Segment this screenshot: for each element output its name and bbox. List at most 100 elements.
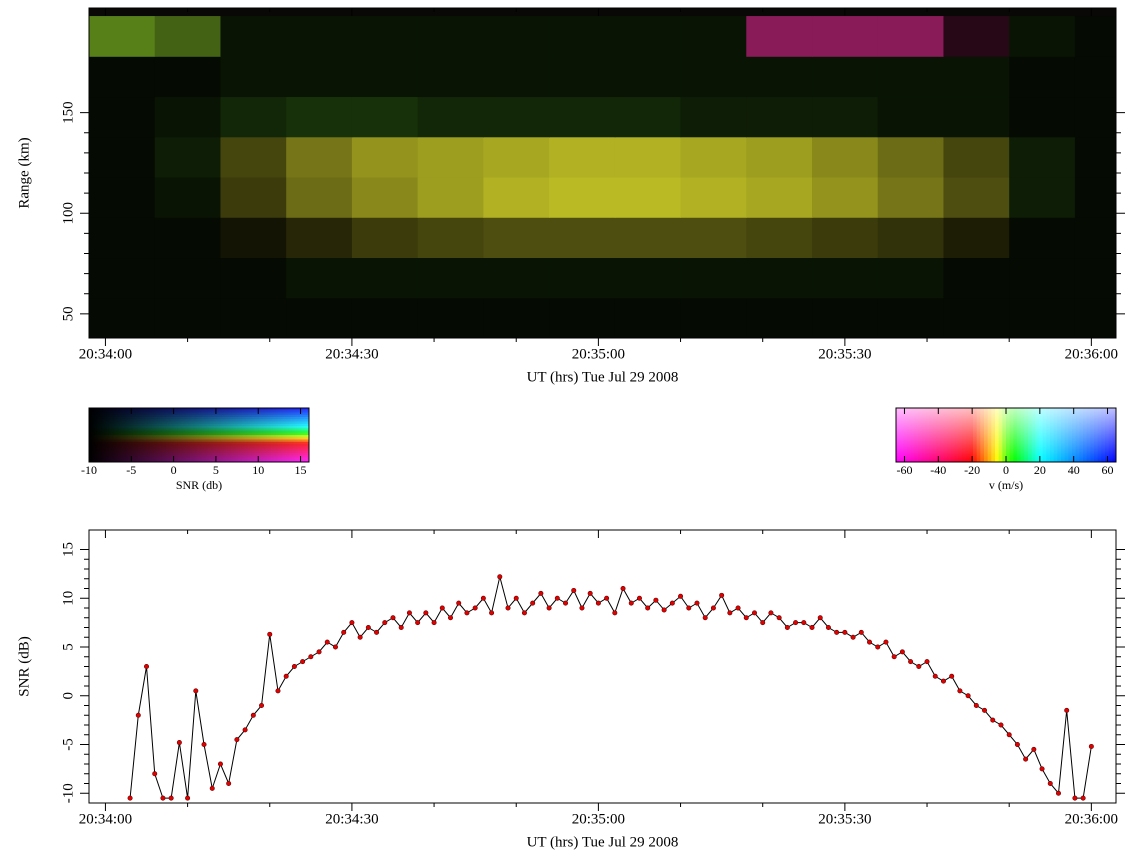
heatmap-cell [614,16,682,57]
colorbar-strip [89,459,309,463]
snr-point [817,615,823,621]
heatmap-cell [417,297,484,338]
colorbar-strip [89,426,309,429]
heatmap-cell [746,16,813,57]
heatmap-cell [1074,217,1116,259]
heatmap-cell [286,136,353,178]
snr-point [316,649,322,655]
colorbar-tick-label: -10 [81,463,97,477]
heatmap-cell [286,96,353,138]
x-tick-label: 20:34:30 [325,346,378,362]
colorbar-strip [89,453,309,456]
y-tick-label: -10 [60,783,76,803]
heatmap-cell [549,96,616,138]
heatmap-cell [680,96,747,138]
heatmap-cell [614,177,682,218]
heatmap-cell [812,217,879,259]
heatmap-cell [483,96,550,138]
snr-point [324,639,330,645]
snr-point [456,600,462,606]
snr-point [998,722,1004,728]
heatmap-cell [89,217,156,259]
snr-point [850,634,856,640]
snr-point [924,659,930,665]
snr-point [1023,756,1029,762]
snr-point [398,624,404,630]
colorbar-tick-label: 15 [295,463,307,477]
snr-point [965,693,971,699]
heatmap [89,8,1116,338]
heatmap-cell [220,177,287,218]
heatmap-cell [154,96,221,138]
heatmap-cell [549,136,616,178]
colorbar-strip [89,441,309,445]
snr-point [497,574,503,580]
heatmap-cell [1009,217,1076,259]
colorbar-tick-label: 60 [1102,463,1114,477]
snr-point [127,795,133,801]
colorbar-tick-label: 10 [252,463,264,477]
heatmap-cell [549,217,616,259]
x-tick-label: 20:34:00 [79,811,132,827]
snr-point [595,600,601,606]
heatmap-cell [483,257,550,299]
heatmap-cell [943,177,1010,218]
snr-point [661,607,667,613]
snr-point [801,620,807,626]
heatmap-cell [351,56,419,98]
heatmap-cell [877,257,944,299]
snr-point [554,595,560,601]
snr-point [628,600,634,606]
heatmap-cell [680,297,747,338]
heatmap-cell [614,136,682,178]
colorbar-strip [89,430,309,434]
colorbar-label: SNR (db) [176,478,222,492]
heatmap-cell [943,136,1010,178]
heatmap-cell [483,177,550,218]
heatmap-cell [351,177,419,218]
plot-area [127,574,1094,801]
heatmap-cell [680,16,747,57]
colorbar-strip [89,428,309,431]
colorbar-tick-label: -40 [930,463,946,477]
snr-point [1039,766,1045,772]
heatmap-cell [812,257,879,299]
colorbar-strip [89,450,309,454]
heatmap-cell [220,56,287,98]
heatmap-cell [680,136,747,178]
colorbar-tick-label: 0 [171,463,177,477]
heatmap-cell [286,257,353,299]
heatmap-cell [154,136,221,178]
snr-point [940,678,946,684]
snr-point [908,659,914,665]
heatmap-cell [1074,96,1116,138]
heatmap-cell [417,16,484,57]
snr-point [875,644,881,650]
snr-point [768,610,774,616]
snr-point [891,654,897,660]
heatmap-cell [286,16,353,57]
colorbar-tick-label: 20 [1034,463,1046,477]
heatmap-cell [154,177,221,218]
snr-point [982,707,988,713]
snr-point [185,795,191,801]
heatmap-cell [1009,56,1076,98]
heatmap-cell [877,96,944,138]
snr-point [1080,795,1086,801]
heatmap-cell [746,217,813,259]
y-tick-label: 5 [60,643,76,651]
colorbar-strip [89,457,309,461]
x-axis-label: UT (hrs) Tue Jul 29 2008 [527,369,679,385]
snr-point [332,644,338,650]
snr-point [957,688,963,694]
heatmap-cell [89,136,156,178]
heatmap-cell [483,217,550,259]
heatmap-cell [1074,136,1116,178]
snr-point [341,629,347,635]
snr-point [538,590,544,596]
snr-point [546,605,552,611]
x-tick-label: 20:34:30 [325,811,378,827]
heatmap-cell [746,257,813,299]
snr-point [291,663,297,669]
snr-point [1031,746,1037,752]
